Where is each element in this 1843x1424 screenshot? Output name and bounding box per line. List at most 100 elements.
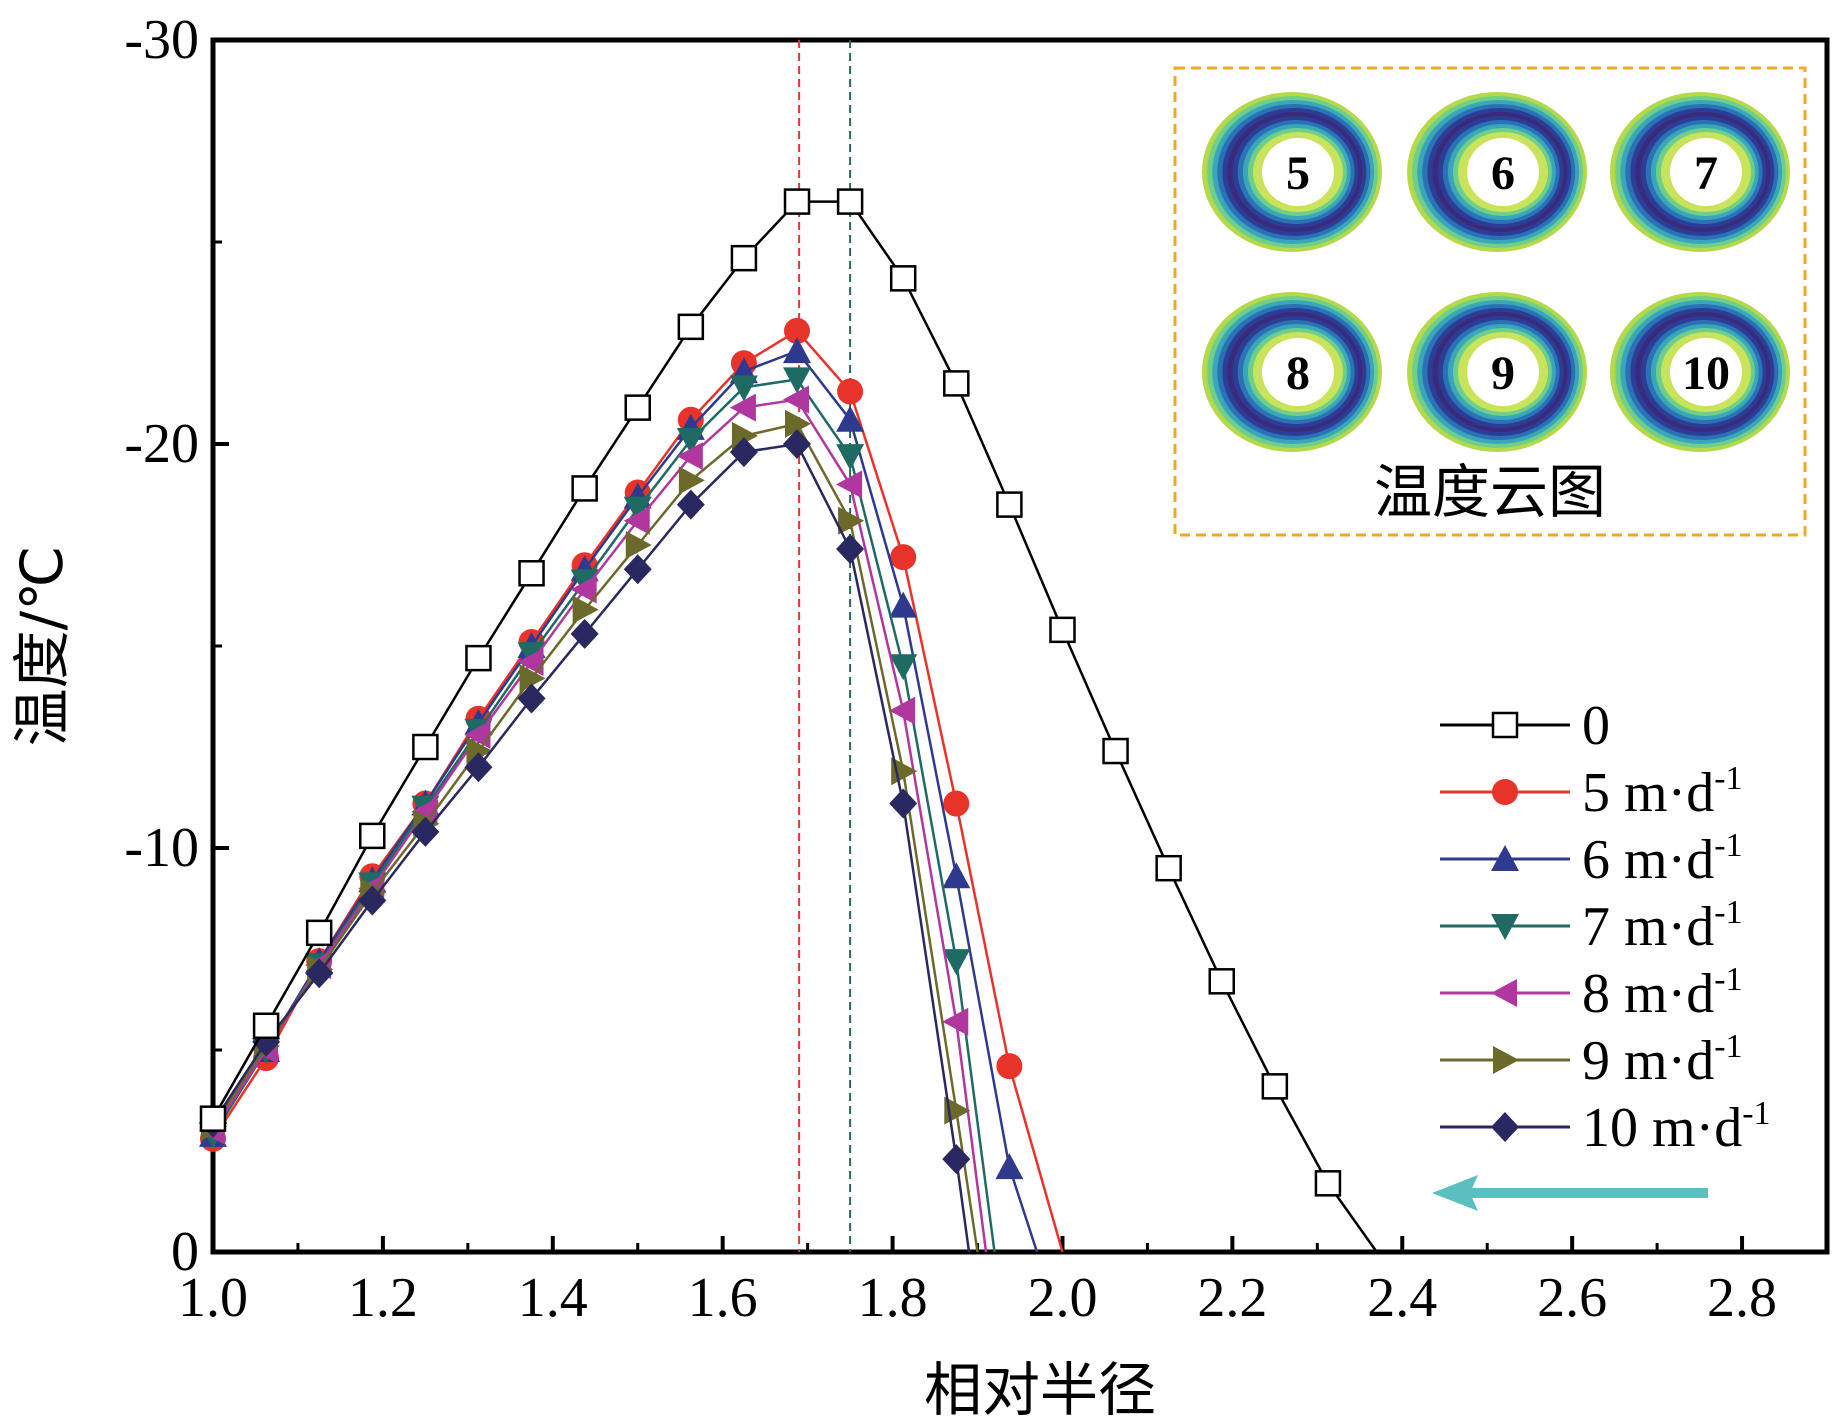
temperature-ring-6: 6 [1407, 92, 1587, 252]
legend-label: 9 m·d-1 [1582, 1028, 1743, 1092]
data-point [889, 654, 918, 681]
ring-label: 8 [1286, 347, 1310, 400]
ring-images: 5 6 7 8 9 10 [1202, 92, 1790, 452]
data-point [199, 1105, 227, 1132]
series-line [211, 442, 971, 1253]
legend-marker [1491, 845, 1519, 871]
x-tick-label: 2.2 [1197, 1267, 1267, 1329]
legend-label: 5 m·d-1 [1582, 760, 1743, 824]
data-point [412, 733, 439, 761]
data-point [570, 575, 597, 604]
data-point [625, 531, 652, 559]
data-point [623, 496, 652, 523]
temperature-ring-8: 8 [1202, 292, 1382, 452]
series-line [211, 422, 979, 1253]
legend-item: 5 m·d-1 [1440, 760, 1743, 824]
ring-label: 10 [1682, 347, 1730, 400]
data-point [889, 788, 918, 819]
x-tick-label: 2.6 [1537, 1267, 1607, 1329]
data-point [942, 1007, 969, 1036]
data-point [411, 797, 438, 826]
data-point [784, 317, 811, 344]
data-point [411, 816, 440, 847]
data-point [995, 1153, 1024, 1180]
y-tick-label: 0 [171, 1221, 199, 1283]
ring-core [1467, 338, 1539, 406]
data-point [571, 475, 598, 502]
ring-core [1262, 338, 1334, 406]
legend-marker [1493, 1046, 1519, 1074]
x-tick-label: 1.6 [688, 1267, 758, 1329]
data-point [996, 491, 1023, 518]
data-point [1314, 1170, 1342, 1197]
data-point [890, 544, 917, 571]
y-tick-label: -20 [124, 413, 199, 475]
legend-item: 8 m·d-1 [1440, 961, 1743, 1025]
series-line [211, 398, 988, 1253]
data-point [1208, 968, 1235, 995]
data-point [942, 949, 971, 976]
series-2 [199, 337, 1039, 1253]
reference-lines [798, 40, 852, 1252]
series-line [211, 329, 1064, 1253]
data-point [465, 644, 492, 672]
ring-core [1262, 138, 1334, 206]
data-point [1155, 854, 1182, 882]
data-point [1261, 1073, 1289, 1100]
data-point [729, 437, 758, 468]
series-0 [199, 188, 1378, 1253]
x-tick-label: 2.0 [1027, 1267, 1097, 1329]
data-point [836, 534, 865, 565]
temperature-cloud-inset: 5 6 7 8 9 10 温度云图 [1173, 66, 1807, 537]
data-point [837, 378, 864, 405]
temperature-ring-9: 9 [1407, 292, 1587, 452]
data-point [678, 466, 705, 495]
data-point [676, 489, 705, 520]
data-point [783, 429, 812, 459]
y-tick-label: -10 [124, 817, 199, 879]
data-point [252, 1012, 280, 1040]
data-point [996, 1053, 1023, 1080]
data-point [783, 367, 812, 394]
data-point [889, 696, 916, 725]
x-tick-label: 1.4 [518, 1267, 588, 1329]
ring-core [1467, 138, 1539, 206]
x-tick-label: 1.2 [348, 1267, 418, 1329]
legend-label: 6 m·d-1 [1582, 827, 1743, 891]
data-point [942, 862, 971, 889]
legend-item: 0 [1440, 695, 1610, 757]
data-point [785, 409, 812, 438]
data-point [943, 790, 970, 817]
data-point [623, 554, 652, 585]
legend-marker [1492, 779, 1518, 805]
legend-marker [1491, 914, 1519, 940]
series-layer [199, 188, 1378, 1253]
x-axis-title: 相对半径 [924, 1356, 1156, 1424]
data-point [783, 385, 810, 414]
data-point [889, 591, 918, 618]
legend-marker [1491, 711, 1519, 739]
temperature-ring-7: 7 [1610, 92, 1790, 252]
data-point [836, 444, 865, 471]
data-point [676, 427, 705, 454]
data-point [517, 683, 546, 714]
x-tick-label: 2.8 [1707, 1267, 1777, 1329]
ring-core [1670, 338, 1742, 406]
data-point [676, 442, 703, 471]
data-point [359, 822, 386, 850]
legend-label: 10 m·d-1 [1582, 1095, 1771, 1159]
y-axis-title: 温度/℃ [8, 546, 76, 747]
data-point [1049, 616, 1076, 644]
data-point [624, 394, 651, 421]
data-point [729, 375, 758, 402]
temperature-ring-10: 10 [1610, 292, 1790, 452]
data-point [1102, 737, 1129, 765]
ring-label: 9 [1491, 347, 1515, 400]
data-point [731, 421, 758, 450]
data-point [836, 470, 863, 499]
data-point [836, 405, 865, 432]
data-point [729, 393, 756, 422]
data-point [519, 664, 546, 693]
ring-label: 6 [1491, 147, 1515, 200]
